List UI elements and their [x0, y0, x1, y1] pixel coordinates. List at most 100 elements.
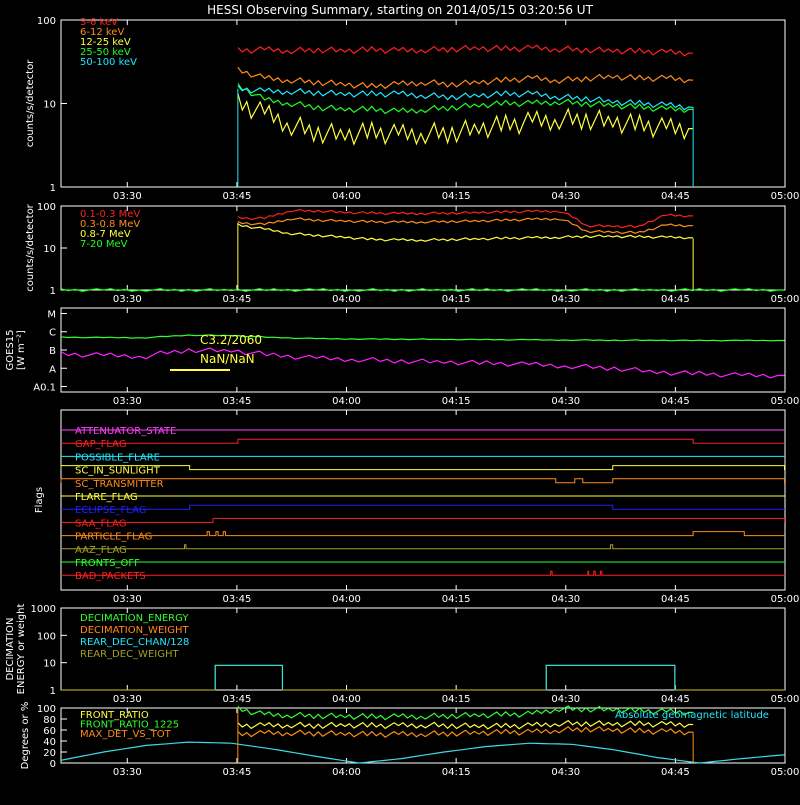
series-line-3-6-keV	[237, 44, 694, 57]
y-axis-label: ENERGY or weight	[16, 604, 27, 695]
y-tick-label: A	[49, 364, 56, 375]
x-tick-label: 04:45	[661, 294, 690, 305]
y-tick-label: 1000	[31, 604, 56, 615]
x-tick-label: 03:30	[113, 767, 142, 778]
y-axis-unit: [W m⁻²]	[16, 330, 27, 370]
x-tick-label: 05:00	[771, 767, 800, 778]
series-line-6-12-keV	[237, 66, 694, 90]
series-line-FRONT_RATIO	[237, 719, 694, 730]
flag-line-SC_TRANSMITTER	[60, 478, 785, 484]
flag-label: POSSIBLE_FLARE	[75, 452, 160, 463]
y-axis-label: counts/s/detector	[25, 203, 36, 291]
legend-entry: 0.1-0.3 MeV	[80, 209, 140, 220]
legend-entry: FRONT_RATIO_1225	[80, 720, 179, 731]
x-tick-label: 04:15	[442, 396, 471, 407]
y-tick-label: 0	[50, 759, 56, 770]
series-line-0-1-0-3-MeV	[237, 208, 694, 229]
x-tick-label: 05:00	[771, 191, 800, 202]
x-tick-label: 04:45	[661, 767, 690, 778]
flag-label: PARTICLE_FLAG	[75, 532, 152, 543]
goes-series-0	[60, 334, 785, 342]
x-tick-label: 04:15	[442, 767, 471, 778]
flag-label: FLARE_FLAG	[75, 492, 138, 503]
y-axis-label: Degrees or %	[20, 702, 31, 770]
legend-entry: REAR_DEC_WEIGHT	[80, 649, 179, 660]
panel-frame-4	[60, 409, 786, 591]
legend-entry: FRONT_RATIO	[80, 710, 149, 721]
x-tick-label: 03:45	[222, 396, 251, 407]
x-tick-label: 04:45	[661, 191, 690, 202]
x-tick-label: 04:00	[332, 694, 361, 705]
legend-entry: 12-25 keV	[80, 37, 131, 48]
flare-annotation: C3.2/2060	[200, 333, 262, 347]
legend-entry: 50-100 keV	[80, 57, 137, 68]
rear-dec-chan-line	[214, 664, 283, 690]
flag-label: SAA_FLAG	[75, 518, 126, 529]
x-tick-label: 04:45	[661, 396, 690, 407]
series-line-12-25-keV	[237, 93, 694, 146]
y-axis-label: counts/s/detector	[25, 59, 36, 147]
x-tick-label: 04:30	[551, 294, 580, 305]
x-tick-label: 04:15	[442, 694, 471, 705]
y-axis-label: GOES15	[5, 329, 16, 370]
x-tick-label: 03:30	[113, 191, 142, 202]
y-axis-label: DECIMATION	[5, 617, 16, 680]
x-tick-label: 04:00	[332, 594, 361, 605]
flag-label: FRONTS_OFF	[75, 558, 140, 569]
x-tick-label: 03:30	[113, 594, 142, 605]
x-tick-label: 04:15	[442, 191, 471, 202]
x-tick-label: 03:45	[222, 191, 251, 202]
series-line-FRONT_RATIO_1225	[237, 705, 694, 721]
y-tick-label: 20	[43, 748, 56, 759]
legend-entry: 25-50 keV	[80, 47, 131, 58]
y-tick-label: C	[49, 328, 56, 339]
panel-frame-6	[60, 707, 786, 764]
y-tick-label: 60	[43, 726, 56, 737]
y-tick-label: 100	[37, 704, 56, 715]
x-tick-label: 05:00	[771, 396, 800, 407]
flag-line-PARTICLE_FLAG	[61, 531, 785, 537]
flag-label: ATTENUATOR_STATE	[75, 426, 176, 437]
y-tick-label: 10	[43, 659, 56, 670]
flare-annotation: NaN/NaN	[200, 352, 255, 366]
series-line-MAX_DET_VS_TOT	[237, 725, 694, 738]
y-tick-label: 100	[37, 202, 56, 213]
x-tick-label: 04:30	[551, 191, 580, 202]
legend-entry: REAR_DEC_CHAN/128	[80, 637, 189, 648]
x-tick-label: 05:00	[771, 594, 800, 605]
x-tick-label: 04:30	[551, 694, 580, 705]
flag-label: BAD_PACKETS	[75, 571, 146, 582]
x-tick-label: 04:30	[551, 594, 580, 605]
legend-entry: 0.3-0.8 MeV	[80, 219, 140, 230]
annotation-geomag: Absolute geomagnetic latitude	[615, 710, 769, 721]
x-tick-label: 04:45	[661, 694, 690, 705]
x-tick-label: 04:00	[332, 767, 361, 778]
flag-line-ECLIPSE_FLAG	[61, 504, 785, 510]
series-line-50-100-keV	[237, 85, 694, 111]
flag-label: SC_TRANSMITTER	[75, 479, 164, 490]
y-tick-label: A0.1	[33, 383, 56, 394]
flag-label: ECLIPSE_FLAG	[75, 505, 146, 516]
x-tick-label: 05:00	[771, 294, 800, 305]
x-tick-label: 04:30	[551, 396, 580, 407]
x-tick-label: 03:45	[222, 594, 251, 605]
x-tick-label: 04:00	[332, 396, 361, 407]
goes-series-1	[60, 347, 785, 379]
series-line-7-20-MeV	[60, 288, 785, 292]
x-tick-label: 03:30	[113, 694, 142, 705]
series-line-0-8-7-MeV	[237, 223, 694, 242]
x-tick-label: 03:45	[222, 694, 251, 705]
x-tick-label: 04:15	[442, 594, 471, 605]
x-tick-label: 03:45	[222, 767, 251, 778]
flag-label: SC_IN_SUNLIGHT	[75, 466, 161, 477]
y-tick-label: 40	[43, 737, 56, 748]
x-tick-label: 03:45	[222, 294, 251, 305]
legend-entry: 3-6 keV	[80, 17, 118, 28]
legend-entry: DECIMATION_WEIGHT	[80, 625, 189, 636]
series-line-25-50-keV	[237, 83, 694, 115]
y-axis-label: Flags	[34, 487, 45, 513]
flag-line-SAA_FLAG	[61, 517, 785, 523]
legend-entry: 6-12 keV	[80, 27, 124, 38]
y-tick-label: 100	[37, 631, 56, 642]
